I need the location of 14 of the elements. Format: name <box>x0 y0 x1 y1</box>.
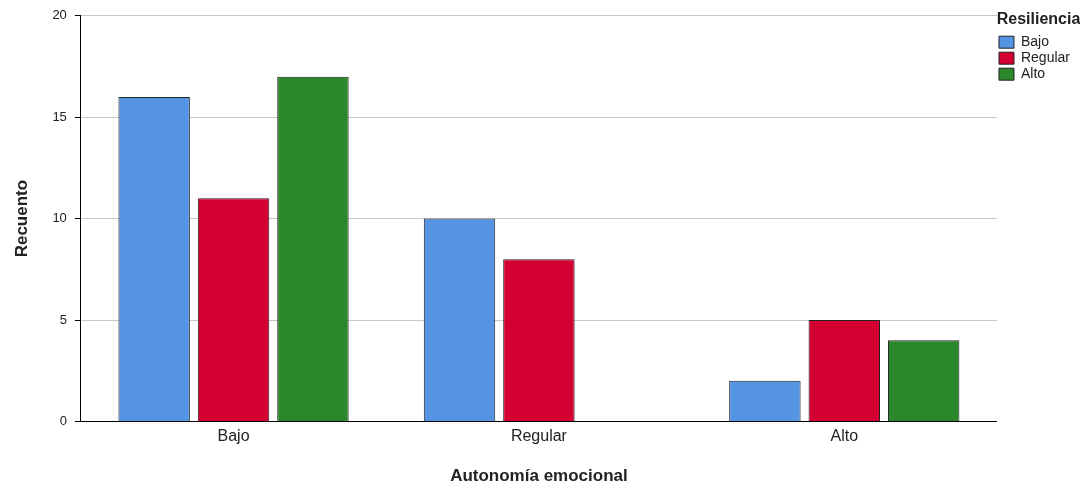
legend-label: Bajo <box>1020 33 1050 50</box>
y-tick-label: 5 <box>59 311 67 327</box>
x-axis-title: Autonomía emocional <box>450 466 628 486</box>
legend-title: Resiliencia <box>996 10 1081 28</box>
y-axis-title: Recuento <box>11 179 31 258</box>
x-tick-label: Regular <box>510 427 568 445</box>
y-tick-label: 15 <box>52 108 67 124</box>
y-tick-label: 20 <box>52 7 67 23</box>
x-tick-label: Alto <box>830 427 859 445</box>
legend-label: Alto <box>1020 65 1046 82</box>
y-tick-label: 0 <box>59 412 67 428</box>
y-tick-label: 10 <box>52 210 67 226</box>
x-tick-label: Bajo <box>217 427 250 445</box>
legend-label: Regular <box>1020 49 1071 66</box>
